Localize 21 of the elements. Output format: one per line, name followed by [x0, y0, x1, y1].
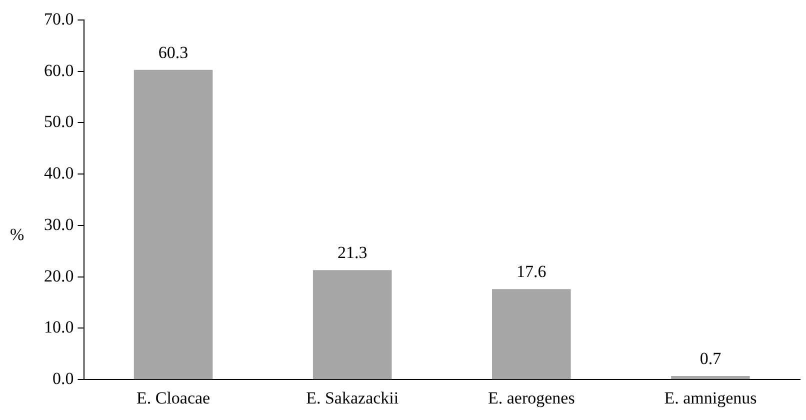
bar	[671, 376, 750, 380]
data-label: 17.6	[516, 262, 546, 282]
data-label: 0.7	[700, 348, 722, 368]
bar	[492, 289, 571, 380]
bar	[312, 270, 392, 380]
y-tick-label: 50.0	[44, 112, 74, 132]
x-tick-label: E. Cloacae	[136, 388, 210, 408]
x-tick-label: E. amnigenus	[664, 388, 757, 408]
data-label: 60.3	[158, 42, 188, 62]
y-tick-label: 60.0	[44, 60, 74, 80]
y-tick-label: 70.0	[44, 9, 74, 28]
y-tick-label: 0.0	[52, 369, 74, 388]
y-tick-label: 10.0	[44, 318, 74, 337]
y-tick-label: 20.0	[44, 266, 74, 286]
y-tick-label: 30.0	[44, 214, 74, 234]
x-tick-label: E. aerogenes	[488, 388, 575, 408]
data-label: 21.3	[337, 243, 368, 262]
bar	[134, 70, 213, 380]
y-tick-label: 40.0	[44, 164, 74, 183]
x-tick-label: E. Sakazackii	[306, 388, 399, 408]
y-axis-title: %	[10, 225, 24, 244]
